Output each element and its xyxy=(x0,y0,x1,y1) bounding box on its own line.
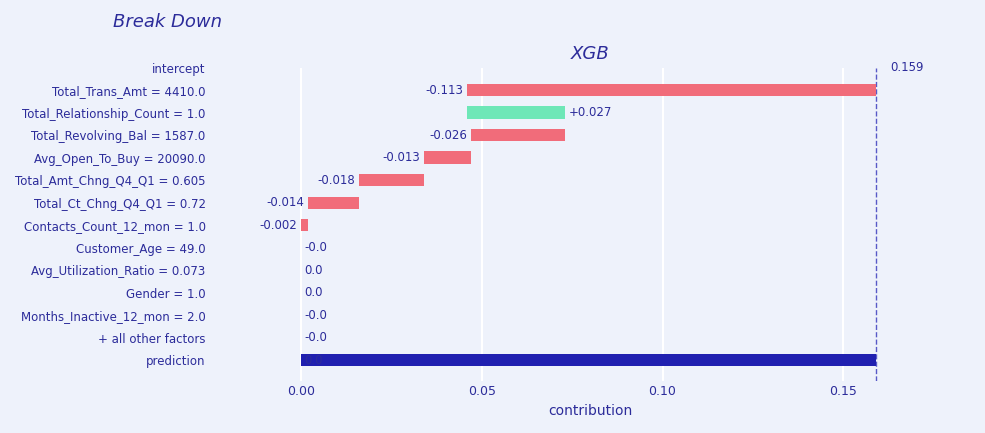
Text: 0.0: 0.0 xyxy=(304,354,323,367)
Text: -0.014: -0.014 xyxy=(267,196,304,209)
Bar xyxy=(471,129,564,141)
Bar xyxy=(467,107,564,119)
Text: -0.026: -0.026 xyxy=(429,129,467,142)
Text: Break Down: Break Down xyxy=(113,13,222,31)
Text: +0.027: +0.027 xyxy=(568,106,612,119)
Bar xyxy=(424,152,471,164)
Text: 0.0: 0.0 xyxy=(304,286,323,299)
Text: -0.013: -0.013 xyxy=(382,151,421,164)
Bar xyxy=(300,219,308,231)
Title: XGB: XGB xyxy=(570,45,610,63)
Text: -0.002: -0.002 xyxy=(259,219,297,232)
Text: -0.0: -0.0 xyxy=(304,331,327,344)
Text: 0.0: 0.0 xyxy=(304,264,323,277)
Bar xyxy=(308,197,359,209)
Text: -0.0: -0.0 xyxy=(304,241,327,254)
Bar xyxy=(467,84,876,97)
Bar xyxy=(359,174,424,186)
X-axis label: contribution: contribution xyxy=(548,404,632,418)
Text: -0.018: -0.018 xyxy=(317,174,355,187)
Bar xyxy=(300,354,876,366)
Text: 0.159: 0.159 xyxy=(890,61,924,74)
Text: -0.113: -0.113 xyxy=(426,84,464,97)
Text: -0.0: -0.0 xyxy=(304,309,327,322)
